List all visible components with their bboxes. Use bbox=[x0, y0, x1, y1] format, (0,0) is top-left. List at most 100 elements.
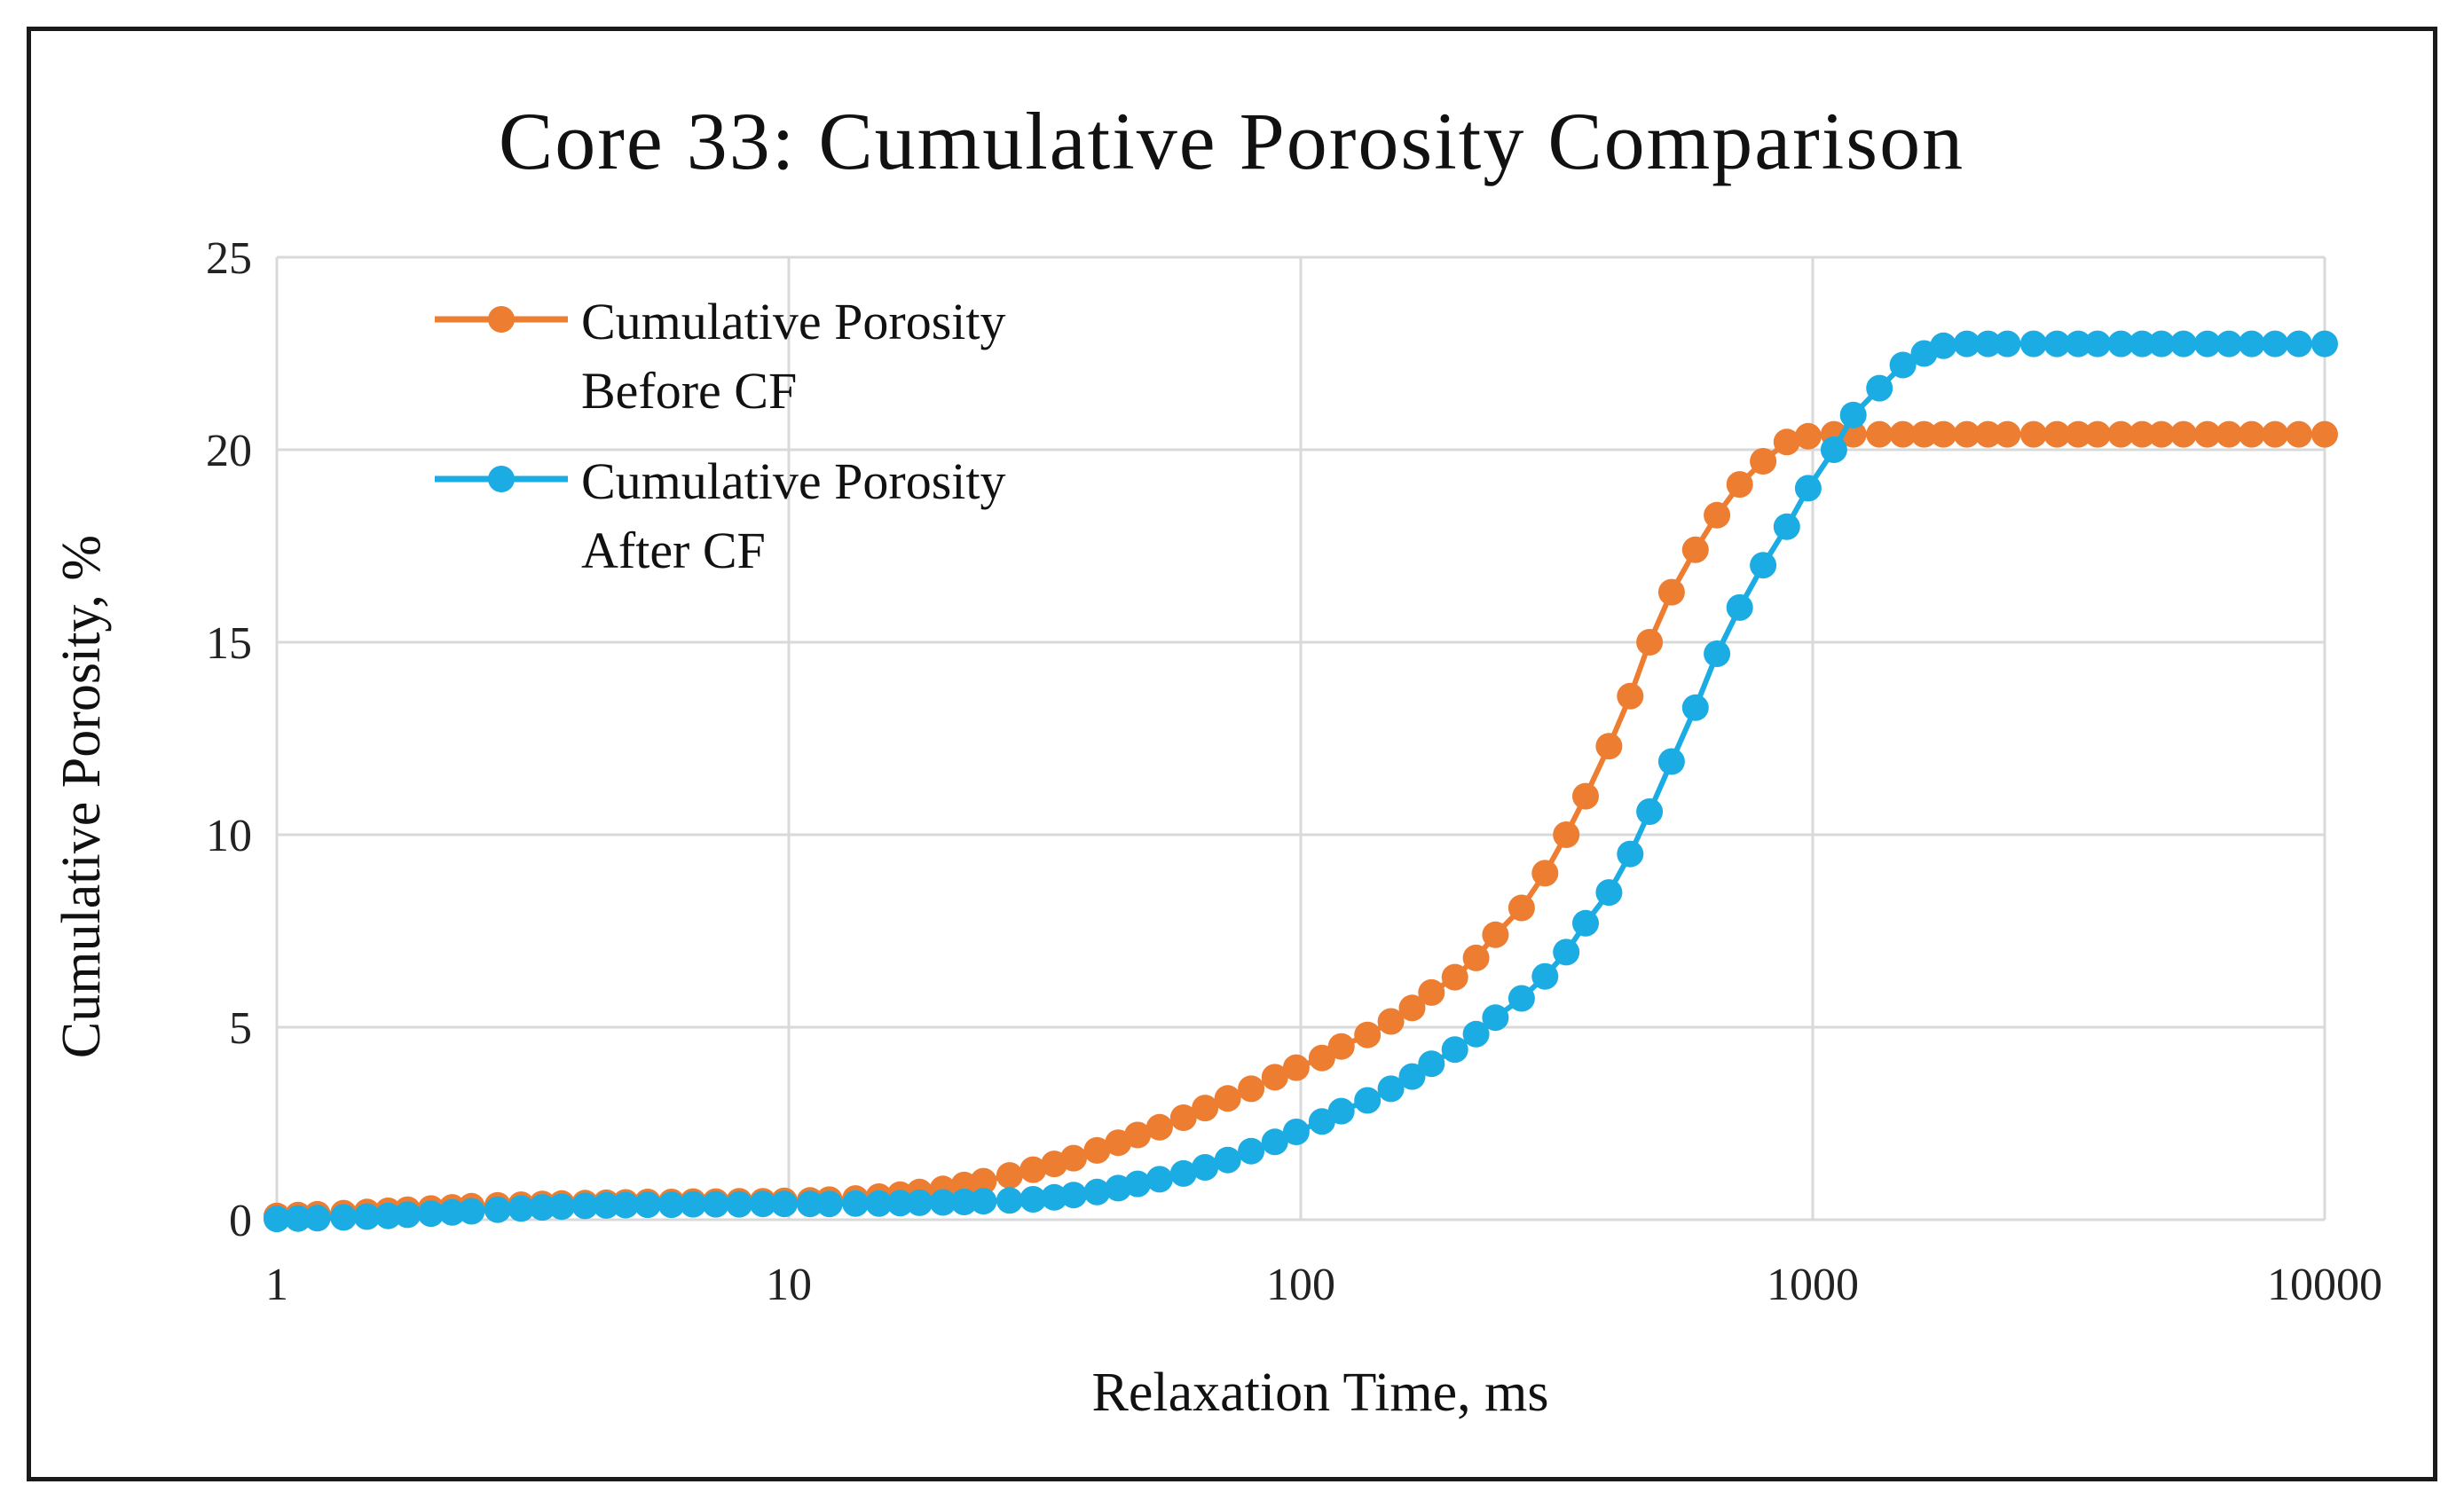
x-tick-label-10000: 10000 bbox=[2267, 1260, 2382, 1310]
series-layer bbox=[264, 330, 2338, 1233]
data-point-before-cf-67 bbox=[1750, 448, 1777, 475]
data-point-after-cf-45 bbox=[1261, 1128, 1288, 1156]
data-point-after-cf-50 bbox=[1377, 1075, 1405, 1103]
data-point-after-cf-9 bbox=[458, 1198, 485, 1225]
data-point-after-cf-30 bbox=[929, 1189, 956, 1216]
data-point-before-cf-69 bbox=[1794, 422, 1822, 450]
data-point-before-cf-43 bbox=[1214, 1085, 1241, 1112]
data-point-after-cf-55 bbox=[1482, 1004, 1509, 1032]
data-point-after-cf-15 bbox=[593, 1191, 620, 1219]
data-point-after-cf-14 bbox=[571, 1192, 599, 1220]
x-tick-label-1: 1 bbox=[265, 1260, 288, 1310]
data-point-after-cf-18 bbox=[657, 1191, 685, 1219]
data-point-before-cf-56 bbox=[1508, 894, 1535, 922]
data-point-after-cf-62 bbox=[1636, 798, 1664, 825]
data-point-before-cf-63 bbox=[1657, 578, 1685, 606]
legend-label-before-cf-line1: Cumulative Porosity bbox=[581, 293, 1006, 350]
data-point-after-cf-41 bbox=[1169, 1159, 1197, 1187]
data-point-before-cf-41 bbox=[1169, 1104, 1197, 1131]
legend: Cumulative Porosity Before CF Cumulative… bbox=[435, 293, 1006, 579]
legend-marker-after-cf bbox=[488, 466, 515, 492]
data-point-before-cf-55 bbox=[1482, 921, 1509, 948]
data-point-after-cf-54 bbox=[1462, 1020, 1490, 1048]
data-point-before-cf-66 bbox=[1726, 471, 1753, 499]
data-point-before-cf-74 bbox=[1910, 420, 1938, 448]
data-point-after-cf-27 bbox=[865, 1190, 893, 1217]
data-point-after-cf-44 bbox=[1238, 1137, 1265, 1165]
data-point-after-cf-81 bbox=[2065, 330, 2092, 357]
data-point-after-cf-58 bbox=[1553, 939, 1580, 966]
tick-labels: 0 5 10 15 20 25 1 10 100 1000 10000 bbox=[206, 233, 2382, 1310]
data-point-before-cf-42 bbox=[1192, 1095, 1219, 1122]
data-point-after-cf-66 bbox=[1726, 593, 1753, 621]
data-point-before-cf-76 bbox=[1953, 420, 1980, 448]
y-tick-label-25: 25 bbox=[206, 233, 252, 284]
data-point-before-cf-59 bbox=[1572, 782, 1599, 810]
data-point-after-cf-34 bbox=[1019, 1186, 1047, 1213]
data-point-after-cf-5 bbox=[374, 1202, 402, 1229]
data-point-before-cf-75 bbox=[1930, 420, 1957, 448]
data-point-after-cf-83 bbox=[2107, 330, 2135, 357]
data-point-after-cf-78 bbox=[1994, 330, 2021, 357]
data-point-before-cf-81 bbox=[2065, 420, 2092, 448]
data-point-after-cf-87 bbox=[2193, 330, 2221, 357]
data-point-after-cf-39 bbox=[1124, 1170, 1152, 1198]
data-point-before-cf-40 bbox=[1145, 1113, 1173, 1141]
data-point-after-cf-73 bbox=[1889, 351, 1917, 379]
data-point-before-cf-68 bbox=[1773, 428, 1800, 456]
y-tick-label-20: 20 bbox=[206, 426, 252, 476]
data-point-before-cf-58 bbox=[1553, 821, 1580, 848]
data-point-after-cf-35 bbox=[1041, 1183, 1068, 1211]
data-point-after-cf-70 bbox=[1820, 436, 1847, 463]
data-point-after-cf-46 bbox=[1282, 1119, 1310, 1145]
data-point-after-cf-72 bbox=[1866, 374, 1893, 402]
data-point-after-cf-49 bbox=[1354, 1087, 1382, 1114]
chart-title: Core 33: Cumulative Porosity Comparison bbox=[499, 96, 1964, 186]
data-point-after-cf-65 bbox=[1704, 640, 1731, 667]
x-tick-label-10: 10 bbox=[766, 1260, 812, 1310]
data-point-after-cf-37 bbox=[1083, 1178, 1111, 1206]
data-point-before-cf-84 bbox=[2129, 420, 2156, 448]
data-point-after-cf-90 bbox=[2262, 330, 2289, 357]
y-axis-title: Cumulative Porosity, % bbox=[51, 535, 112, 1058]
data-point-after-cf-0 bbox=[264, 1206, 290, 1233]
data-point-after-cf-88 bbox=[2216, 330, 2243, 357]
data-point-before-cf-80 bbox=[2043, 420, 2071, 448]
y-tick-label-15: 15 bbox=[206, 618, 252, 669]
data-point-after-cf-56 bbox=[1508, 985, 1535, 1012]
data-point-after-cf-8 bbox=[438, 1198, 466, 1226]
data-point-before-cf-87 bbox=[2193, 420, 2221, 448]
data-point-before-cf-77 bbox=[1974, 420, 2002, 448]
data-point-before-cf-82 bbox=[2084, 420, 2111, 448]
data-point-after-cf-42 bbox=[1192, 1154, 1219, 1181]
data-point-before-cf-64 bbox=[1681, 536, 1709, 563]
data-point-after-cf-6 bbox=[394, 1201, 421, 1229]
data-point-before-cf-37 bbox=[1083, 1136, 1111, 1164]
data-point-after-cf-76 bbox=[1953, 330, 1980, 357]
data-point-before-cf-72 bbox=[1866, 420, 1893, 448]
data-point-after-cf-71 bbox=[1839, 401, 1867, 428]
data-point-before-cf-54 bbox=[1462, 944, 1490, 971]
data-point-before-cf-61 bbox=[1617, 682, 1644, 710]
data-point-after-cf-67 bbox=[1750, 552, 1777, 579]
data-point-before-cf-34 bbox=[1019, 1156, 1047, 1183]
data-point-before-cf-47 bbox=[1308, 1044, 1335, 1072]
data-point-after-cf-63 bbox=[1657, 748, 1685, 775]
data-point-after-cf-29 bbox=[906, 1189, 933, 1216]
data-point-after-cf-53 bbox=[1441, 1036, 1468, 1064]
data-point-after-cf-16 bbox=[612, 1191, 640, 1219]
data-point-before-cf-85 bbox=[2148, 420, 2176, 448]
data-point-before-cf-89 bbox=[2238, 420, 2265, 448]
data-point-after-cf-79 bbox=[2019, 330, 2047, 357]
data-point-after-cf-80 bbox=[2043, 330, 2071, 357]
chart-frame bbox=[27, 27, 2437, 1481]
grid-layer bbox=[275, 255, 2326, 1221]
data-point-after-cf-48 bbox=[1327, 1097, 1355, 1125]
data-point-after-cf-24 bbox=[796, 1190, 823, 1218]
data-point-after-cf-60 bbox=[1595, 879, 1623, 907]
data-point-after-cf-36 bbox=[1060, 1182, 1087, 1209]
data-point-before-cf-79 bbox=[2019, 420, 2047, 448]
y-tick-label-0: 0 bbox=[229, 1196, 252, 1246]
data-point-before-cf-46 bbox=[1282, 1054, 1310, 1081]
data-point-before-cf-49 bbox=[1354, 1021, 1382, 1049]
